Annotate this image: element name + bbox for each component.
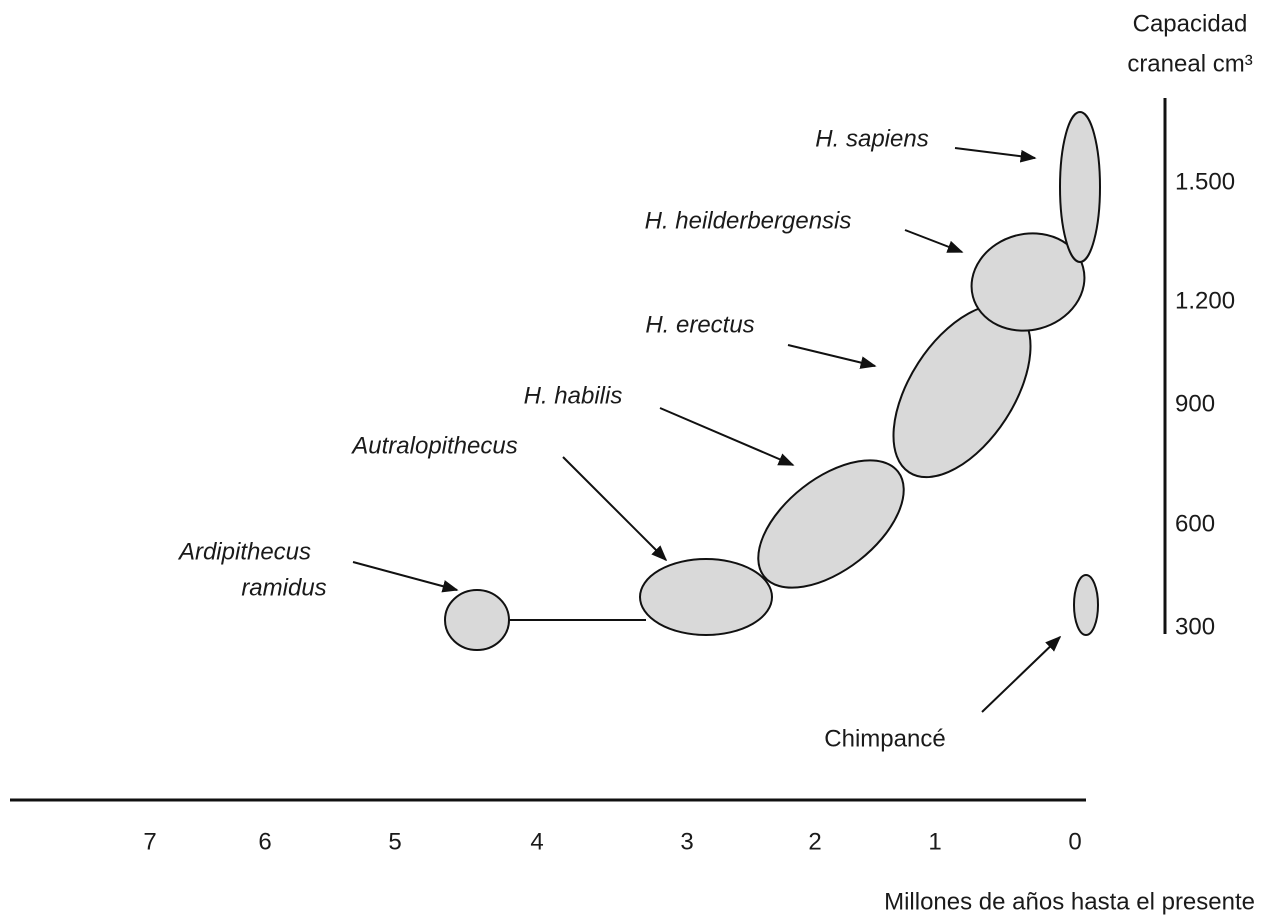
x-tick-label: 6 — [258, 828, 271, 855]
sapiens-range — [1059, 111, 1101, 263]
arrow — [904, 229, 964, 253]
ardipithecus-range — [444, 589, 510, 651]
x-title: Millones de años hasta el presente — [884, 888, 1255, 915]
chimp-range — [1073, 574, 1099, 636]
arrow — [352, 561, 459, 593]
y-title: Capacidad — [1133, 10, 1248, 37]
species-label: H. sapiens — [815, 125, 928, 152]
x-tick-label: 0 — [1068, 828, 1081, 855]
species-label: H. heilderbergensis — [645, 207, 852, 234]
species-label: ramidus — [241, 574, 326, 601]
australopithecus-range — [639, 558, 773, 636]
arrow — [954, 147, 1037, 163]
habilis-range — [757, 459, 905, 589]
x-tick-label: 1 — [928, 828, 941, 855]
x-tick-label: 7 — [143, 828, 156, 855]
y-tick-label: 1.500 — [1175, 168, 1235, 195]
species-label: Ardipithecus — [177, 538, 311, 565]
x-tick-label: 2 — [808, 828, 821, 855]
x-tick-label: 4 — [530, 828, 543, 855]
heidelbergensis-range — [970, 232, 1086, 332]
x-tick-label: 5 — [388, 828, 401, 855]
y-tick-label: 300 — [1175, 613, 1215, 640]
y-tick-label: 900 — [1175, 390, 1215, 417]
arrow — [787, 344, 877, 369]
species-label: Autralopithecus — [350, 432, 517, 459]
species-label: Chimpancé — [824, 725, 945, 752]
x-tick-label: 3 — [680, 828, 693, 855]
species-label: H. habilis — [524, 382, 623, 409]
arrow — [659, 407, 795, 466]
y-tick-label: 600 — [1175, 510, 1215, 537]
arrow — [562, 456, 668, 562]
y-tick-label: 1.200 — [1175, 287, 1235, 314]
species-label: H. erectus — [645, 311, 754, 338]
y-title: craneal cm³ — [1127, 50, 1252, 77]
arrow — [981, 635, 1062, 713]
